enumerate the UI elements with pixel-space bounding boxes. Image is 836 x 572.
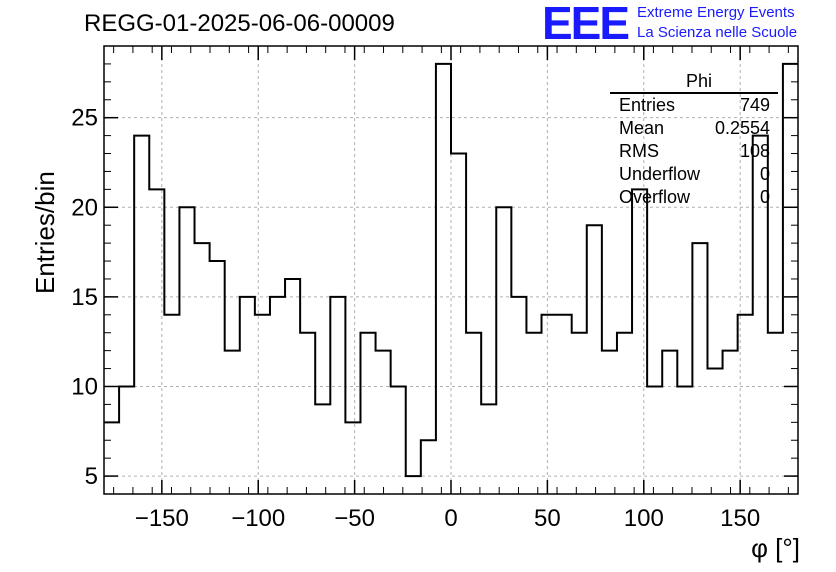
x-tick-label: 100 xyxy=(624,505,664,532)
stats-value: 0 xyxy=(759,164,770,184)
stats-row-entries: Entries 749 xyxy=(610,94,778,117)
x-tick-label: 50 xyxy=(534,505,561,532)
logo-line-1: Extreme Energy Events xyxy=(637,4,795,21)
stats-title: Phi xyxy=(610,70,778,94)
stats-value: 0 xyxy=(759,187,770,207)
stats-row-overflow: Overflow 0 xyxy=(610,186,778,209)
y-tick-label: 15 xyxy=(71,284,98,311)
stats-label: Overflow xyxy=(619,187,691,207)
chart-title: REGG-01-2025-06-06-00009 xyxy=(84,10,395,37)
y-tick-label: 20 xyxy=(71,194,98,221)
eee-logo: EEE xyxy=(542,0,630,49)
y-tick-label: 10 xyxy=(71,373,98,400)
stats-label: Underflow xyxy=(619,164,701,184)
stats-row-rms: RMS 108 xyxy=(610,140,778,163)
logo-line-2: La Scienza nelle Scuole xyxy=(637,24,798,41)
stats-label: Entries xyxy=(619,95,676,115)
stats-value: 749 xyxy=(739,95,770,115)
stats-label: RMS xyxy=(619,141,659,161)
x-tick-label: −100 xyxy=(231,505,285,532)
x-axis-label: φ [°] xyxy=(751,533,800,563)
y-tick-label: 25 xyxy=(71,105,98,132)
stats-label: Mean xyxy=(619,118,665,138)
logo-caption: Extreme Energy Events La Scienza nelle S… xyxy=(637,3,797,43)
stats-box: Phi Entries 749 Mean 0.2554 RMS 108 Underfl… xyxy=(610,70,778,209)
stats-row-mean: Mean 0.2554 xyxy=(610,117,778,140)
y-axis-label: Entries/bin xyxy=(30,171,60,294)
histogram-series-line xyxy=(104,62,798,478)
stats-value: 0.2554 xyxy=(714,118,770,138)
stats-value: 108 xyxy=(739,141,770,161)
stats-row-underflow: Underflow 0 xyxy=(610,163,778,186)
x-tick-label: −50 xyxy=(334,505,375,532)
x-tick-label: −150 xyxy=(135,505,189,532)
x-tick-label: 0 xyxy=(444,505,457,532)
x-tick-label: 150 xyxy=(720,505,760,532)
y-tick-label: 5 xyxy=(85,463,98,490)
